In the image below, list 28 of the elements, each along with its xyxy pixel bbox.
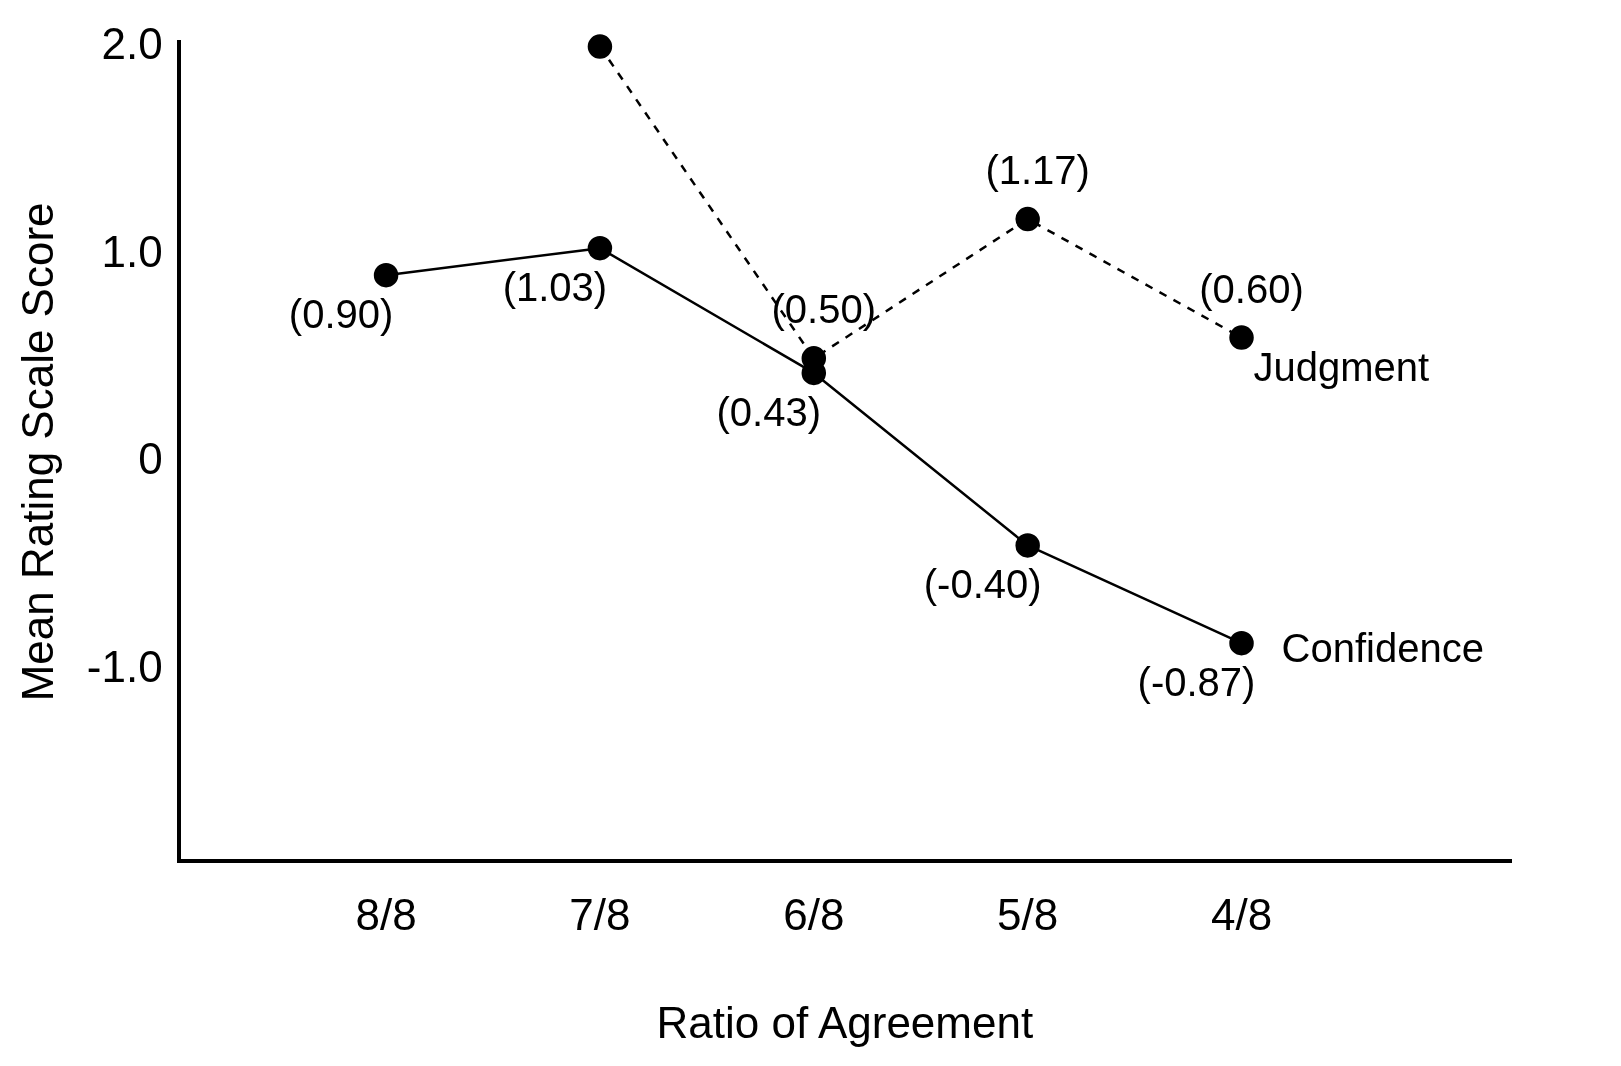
- point: [1015, 206, 1040, 232]
- x-tick-label: 4/8: [1210, 889, 1273, 939]
- series-label: Confidence: [1281, 626, 1484, 671]
- data-label: (1.03): [502, 265, 608, 310]
- y-tick-label: 1.0: [101, 226, 163, 276]
- data-label: (1.17): [985, 148, 1090, 193]
- data-label: (0.50): [771, 287, 877, 332]
- point: [587, 235, 613, 261]
- point: [373, 262, 399, 288]
- point: [1229, 325, 1254, 350]
- data-label: (0.60): [1199, 266, 1304, 311]
- point: [1015, 533, 1040, 558]
- series-label: Judgment: [1253, 344, 1430, 389]
- data-label: (-0.40): [923, 562, 1042, 607]
- y-axis-title: Mean Rating Scale Score: [12, 202, 62, 702]
- x-axis-title: Ratio of Agreement: [656, 997, 1034, 1047]
- y-tick-label: 0: [138, 434, 163, 484]
- point: [1229, 630, 1254, 656]
- data-label: (0.90): [288, 292, 394, 337]
- x-tick-label: 8/8: [355, 889, 417, 939]
- data-label: (-0.87): [1137, 660, 1256, 705]
- x-tick-label: 5/8: [997, 889, 1059, 939]
- data-label: (0.43): [716, 389, 822, 434]
- y-tick-label: -1.0: [86, 642, 163, 692]
- x-tick-label: 6/8: [783, 889, 845, 939]
- x-tick-label: 7/8: [569, 889, 631, 939]
- point: [587, 34, 613, 59]
- y-tick-label: 2.0: [101, 18, 163, 68]
